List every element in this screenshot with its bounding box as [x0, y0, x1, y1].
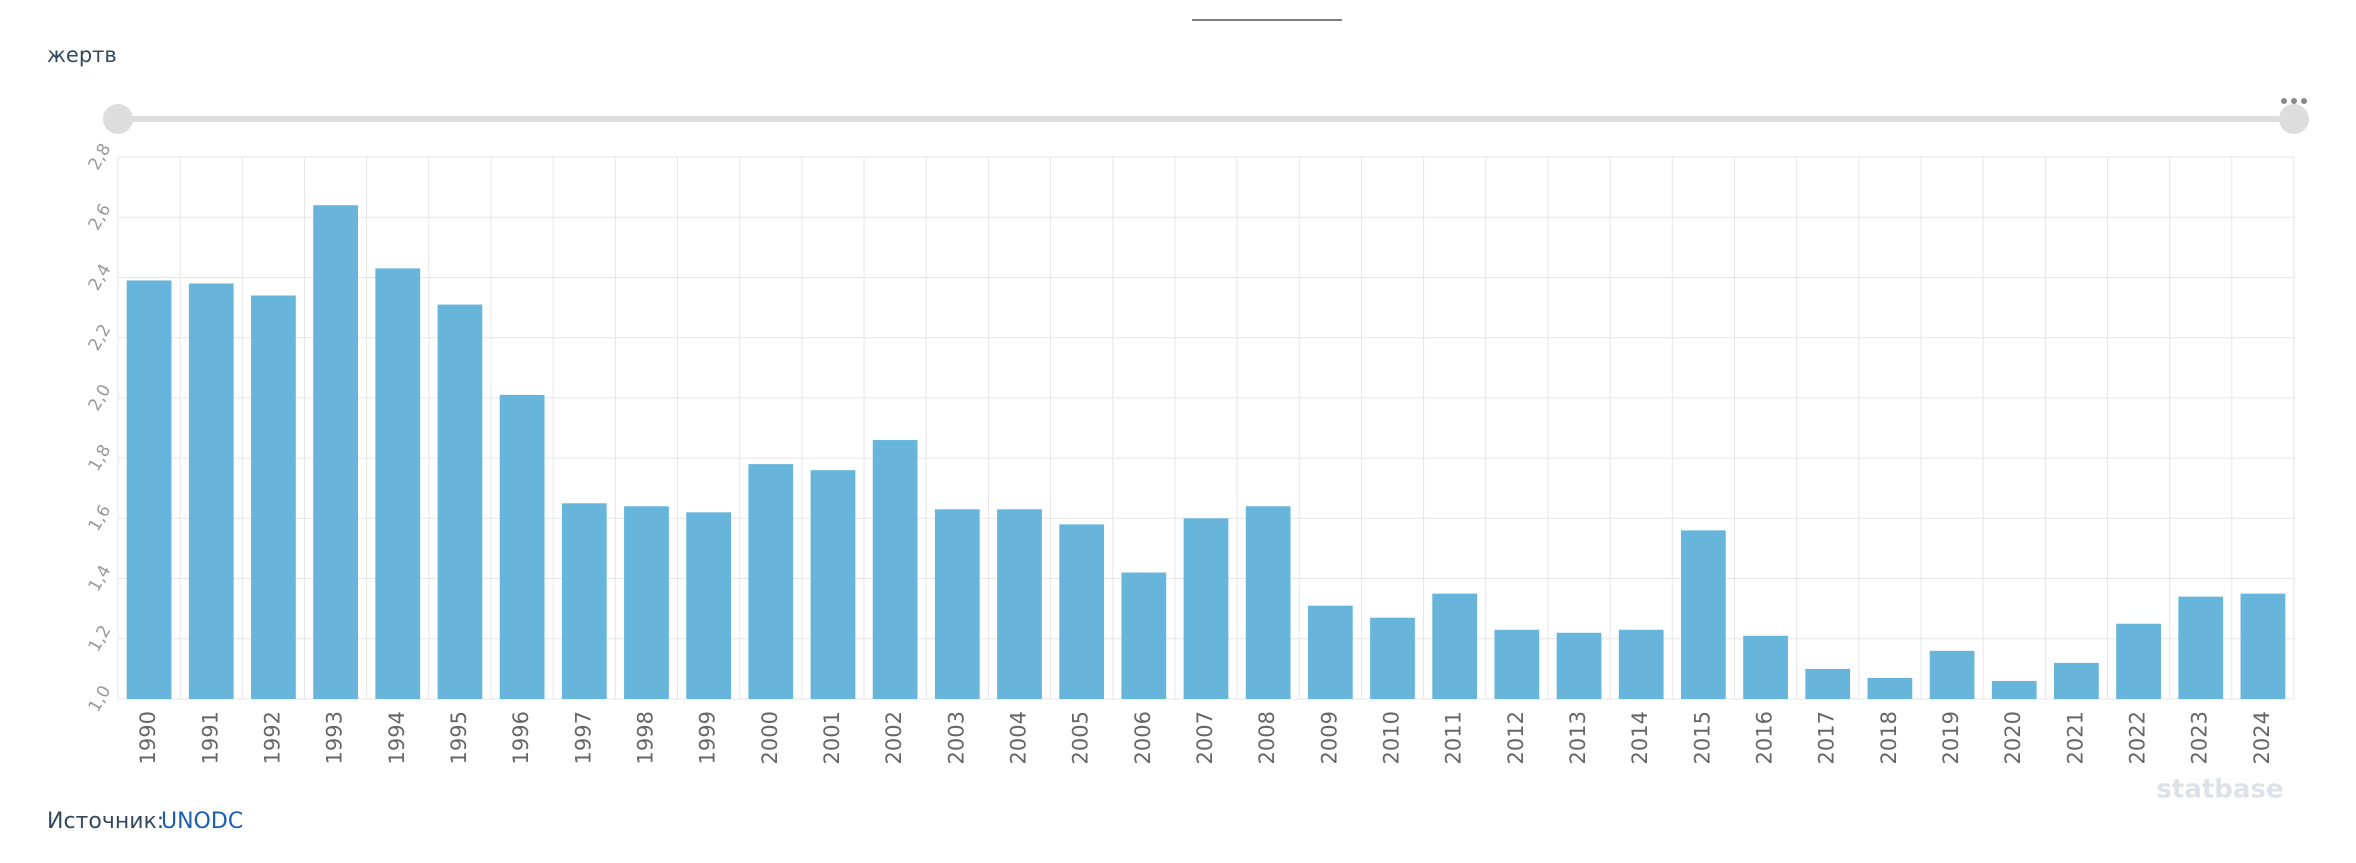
x-tick-label: 2020	[2001, 711, 2025, 764]
bar	[251, 295, 296, 699]
source-link[interactable]: UNODC	[161, 809, 243, 834]
bar	[1556, 632, 1602, 699]
x-tick-label: 2002	[882, 711, 906, 764]
bar	[1059, 524, 1105, 699]
bar	[313, 205, 358, 699]
bar	[1307, 605, 1353, 699]
bar	[810, 470, 856, 699]
bar	[2178, 596, 2224, 699]
slider-handle-right[interactable]	[2279, 104, 2309, 134]
x-tick-label: 2009	[1317, 711, 1341, 764]
x-tick-label: 2018	[1877, 711, 1901, 764]
bar	[1805, 668, 1851, 699]
bar	[1929, 650, 1975, 699]
bar	[1991, 680, 2037, 699]
y-tick-label: 1,8	[85, 441, 116, 474]
x-tick-label: 1998	[633, 711, 657, 764]
bar	[499, 394, 545, 699]
bar	[748, 464, 794, 699]
bar	[437, 304, 483, 699]
bar	[561, 503, 607, 699]
bar	[1494, 629, 1540, 699]
y-tick-label: 2,4	[85, 261, 116, 294]
x-tick-label: 1999	[696, 711, 720, 764]
bar	[872, 440, 918, 699]
watermark: statbase	[2156, 775, 2283, 805]
bar	[1245, 506, 1291, 699]
x-tick-label: 2014	[1628, 711, 1652, 764]
x-tick-label: 2001	[820, 711, 844, 764]
unit-label: жертв	[47, 43, 117, 67]
bar	[1432, 593, 1478, 699]
x-tick-label: 1993	[323, 711, 347, 764]
menu-dots[interactable]	[2281, 98, 2307, 104]
x-tick-label: 2004	[1006, 711, 1030, 764]
bar	[1618, 629, 1664, 699]
bar	[1680, 530, 1726, 699]
x-tick-label: 2008	[1255, 711, 1279, 764]
x-tick-label: 2006	[1131, 711, 1155, 764]
y-tick-label: 1,2	[85, 622, 116, 655]
y-tick-label: 2,0	[85, 381, 116, 414]
x-tick-label: 1990	[136, 711, 160, 764]
bar	[997, 509, 1042, 699]
y-tick-label: 2,6	[85, 201, 116, 234]
x-tick-label: 2011	[1442, 711, 1466, 764]
x-tick-label: 2016	[1753, 711, 1777, 764]
x-tick-label: 2023	[2188, 711, 2212, 764]
x-tick-label: 1991	[198, 711, 222, 764]
bar	[2240, 593, 2286, 699]
bar	[1867, 677, 1913, 699]
x-tick-label: 1995	[447, 711, 471, 764]
bar	[686, 512, 732, 699]
bar	[934, 509, 980, 699]
x-tick-label: 2012	[1504, 711, 1528, 764]
x-tick-label: 1996	[509, 711, 533, 764]
x-tick-label: 2007	[1193, 711, 1217, 764]
y-tick-label: 2,8	[85, 140, 116, 173]
bar	[1370, 617, 1415, 699]
y-tick-label: 2,2	[85, 321, 116, 354]
y-tick-label: 1,0	[85, 682, 116, 715]
x-tick-label: 2010	[1380, 711, 1404, 764]
bar	[188, 283, 234, 699]
bar	[1183, 518, 1229, 699]
x-tick-label: 2021	[2063, 711, 2087, 764]
x-tick-label: 2015	[1690, 711, 1714, 764]
y-tick-label: 1,6	[85, 502, 116, 535]
x-tick-label: 2005	[1069, 711, 1093, 764]
bar	[624, 506, 669, 699]
bar	[1743, 635, 1788, 699]
bar	[2054, 662, 2099, 699]
x-tick-label: 2024	[2250, 711, 2274, 764]
x-tick-label: 2019	[1939, 711, 1963, 764]
x-tick-label: 1992	[260, 711, 284, 764]
bar	[126, 280, 172, 699]
x-tick-label: 2013	[1566, 711, 1590, 764]
x-tick-label: 2000	[758, 711, 782, 764]
x-tick-label: 2003	[944, 711, 968, 764]
y-tick-label: 1,4	[85, 562, 116, 595]
bar	[2116, 623, 2161, 699]
x-tick-label: 2017	[1815, 711, 1839, 764]
source-prefix: Источник:	[47, 809, 164, 834]
x-tick-label: 1997	[571, 711, 595, 764]
x-tick-label: 2022	[2126, 711, 2150, 764]
bar	[375, 268, 421, 699]
x-tick-label: 1994	[385, 711, 409, 764]
slider-handle-left[interactable]	[103, 104, 133, 134]
bar	[1121, 572, 1167, 699]
